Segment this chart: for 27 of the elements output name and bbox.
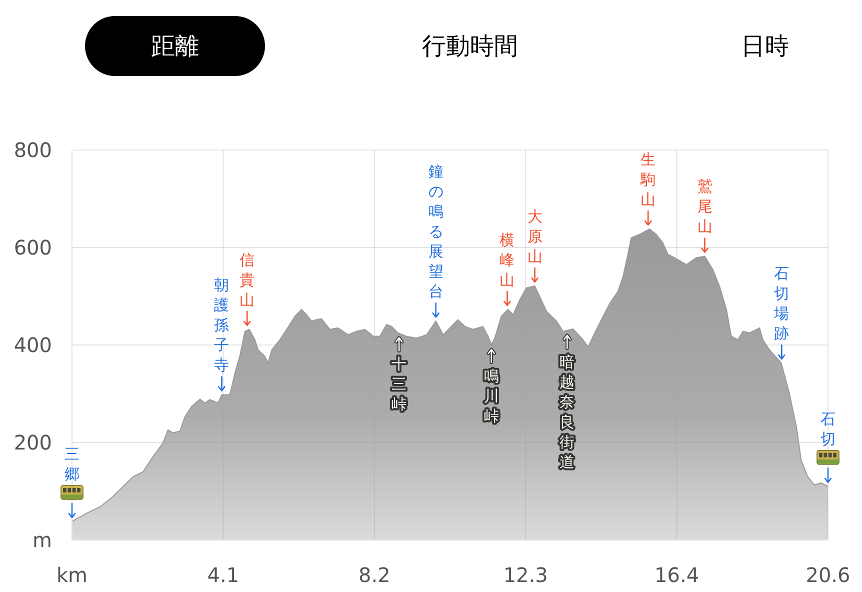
x-tick-label: 16.4 — [654, 563, 700, 588]
annotation: 生駒山 — [640, 150, 656, 208]
text: 行動時間 — [422, 32, 518, 60]
text: 日時 — [741, 32, 789, 60]
annotation: 鳴川峠 — [484, 366, 499, 425]
x-tick-label: 4.1 — [207, 563, 240, 588]
annotation: 大原山 — [527, 207, 542, 266]
annotation: 鐘の鳴る展望台 — [428, 162, 444, 301]
annotation: 横峰山 — [500, 230, 515, 289]
y-tick-label: 400 — [14, 333, 52, 358]
x-tick-label: 20.6 — [806, 563, 850, 588]
annotation: 朝護孫子寺 — [214, 276, 230, 374]
x-tick-label: km — [56, 563, 88, 588]
annotation: 三郷 — [64, 444, 80, 483]
annotation: 石切場跡 — [773, 264, 790, 342]
x-tick-label: 8.2 — [358, 563, 390, 588]
annotation: 十三峠 — [392, 355, 407, 414]
y-tick-label: m — [32, 528, 52, 552]
annotation: 石切 — [820, 410, 836, 448]
y-tick-label: 800 — [14, 138, 52, 162]
selected-tab: 距離 — [85, 16, 265, 76]
annotation: 暗越奈良街道 — [560, 352, 575, 471]
annotation: 鷲尾山 — [697, 178, 712, 236]
annotation: 信貴山 — [240, 250, 255, 309]
y-tick-label: 600 — [14, 236, 52, 260]
x-tick-label: 12.3 — [503, 563, 548, 588]
y-tick-label: 200 — [14, 430, 52, 455]
